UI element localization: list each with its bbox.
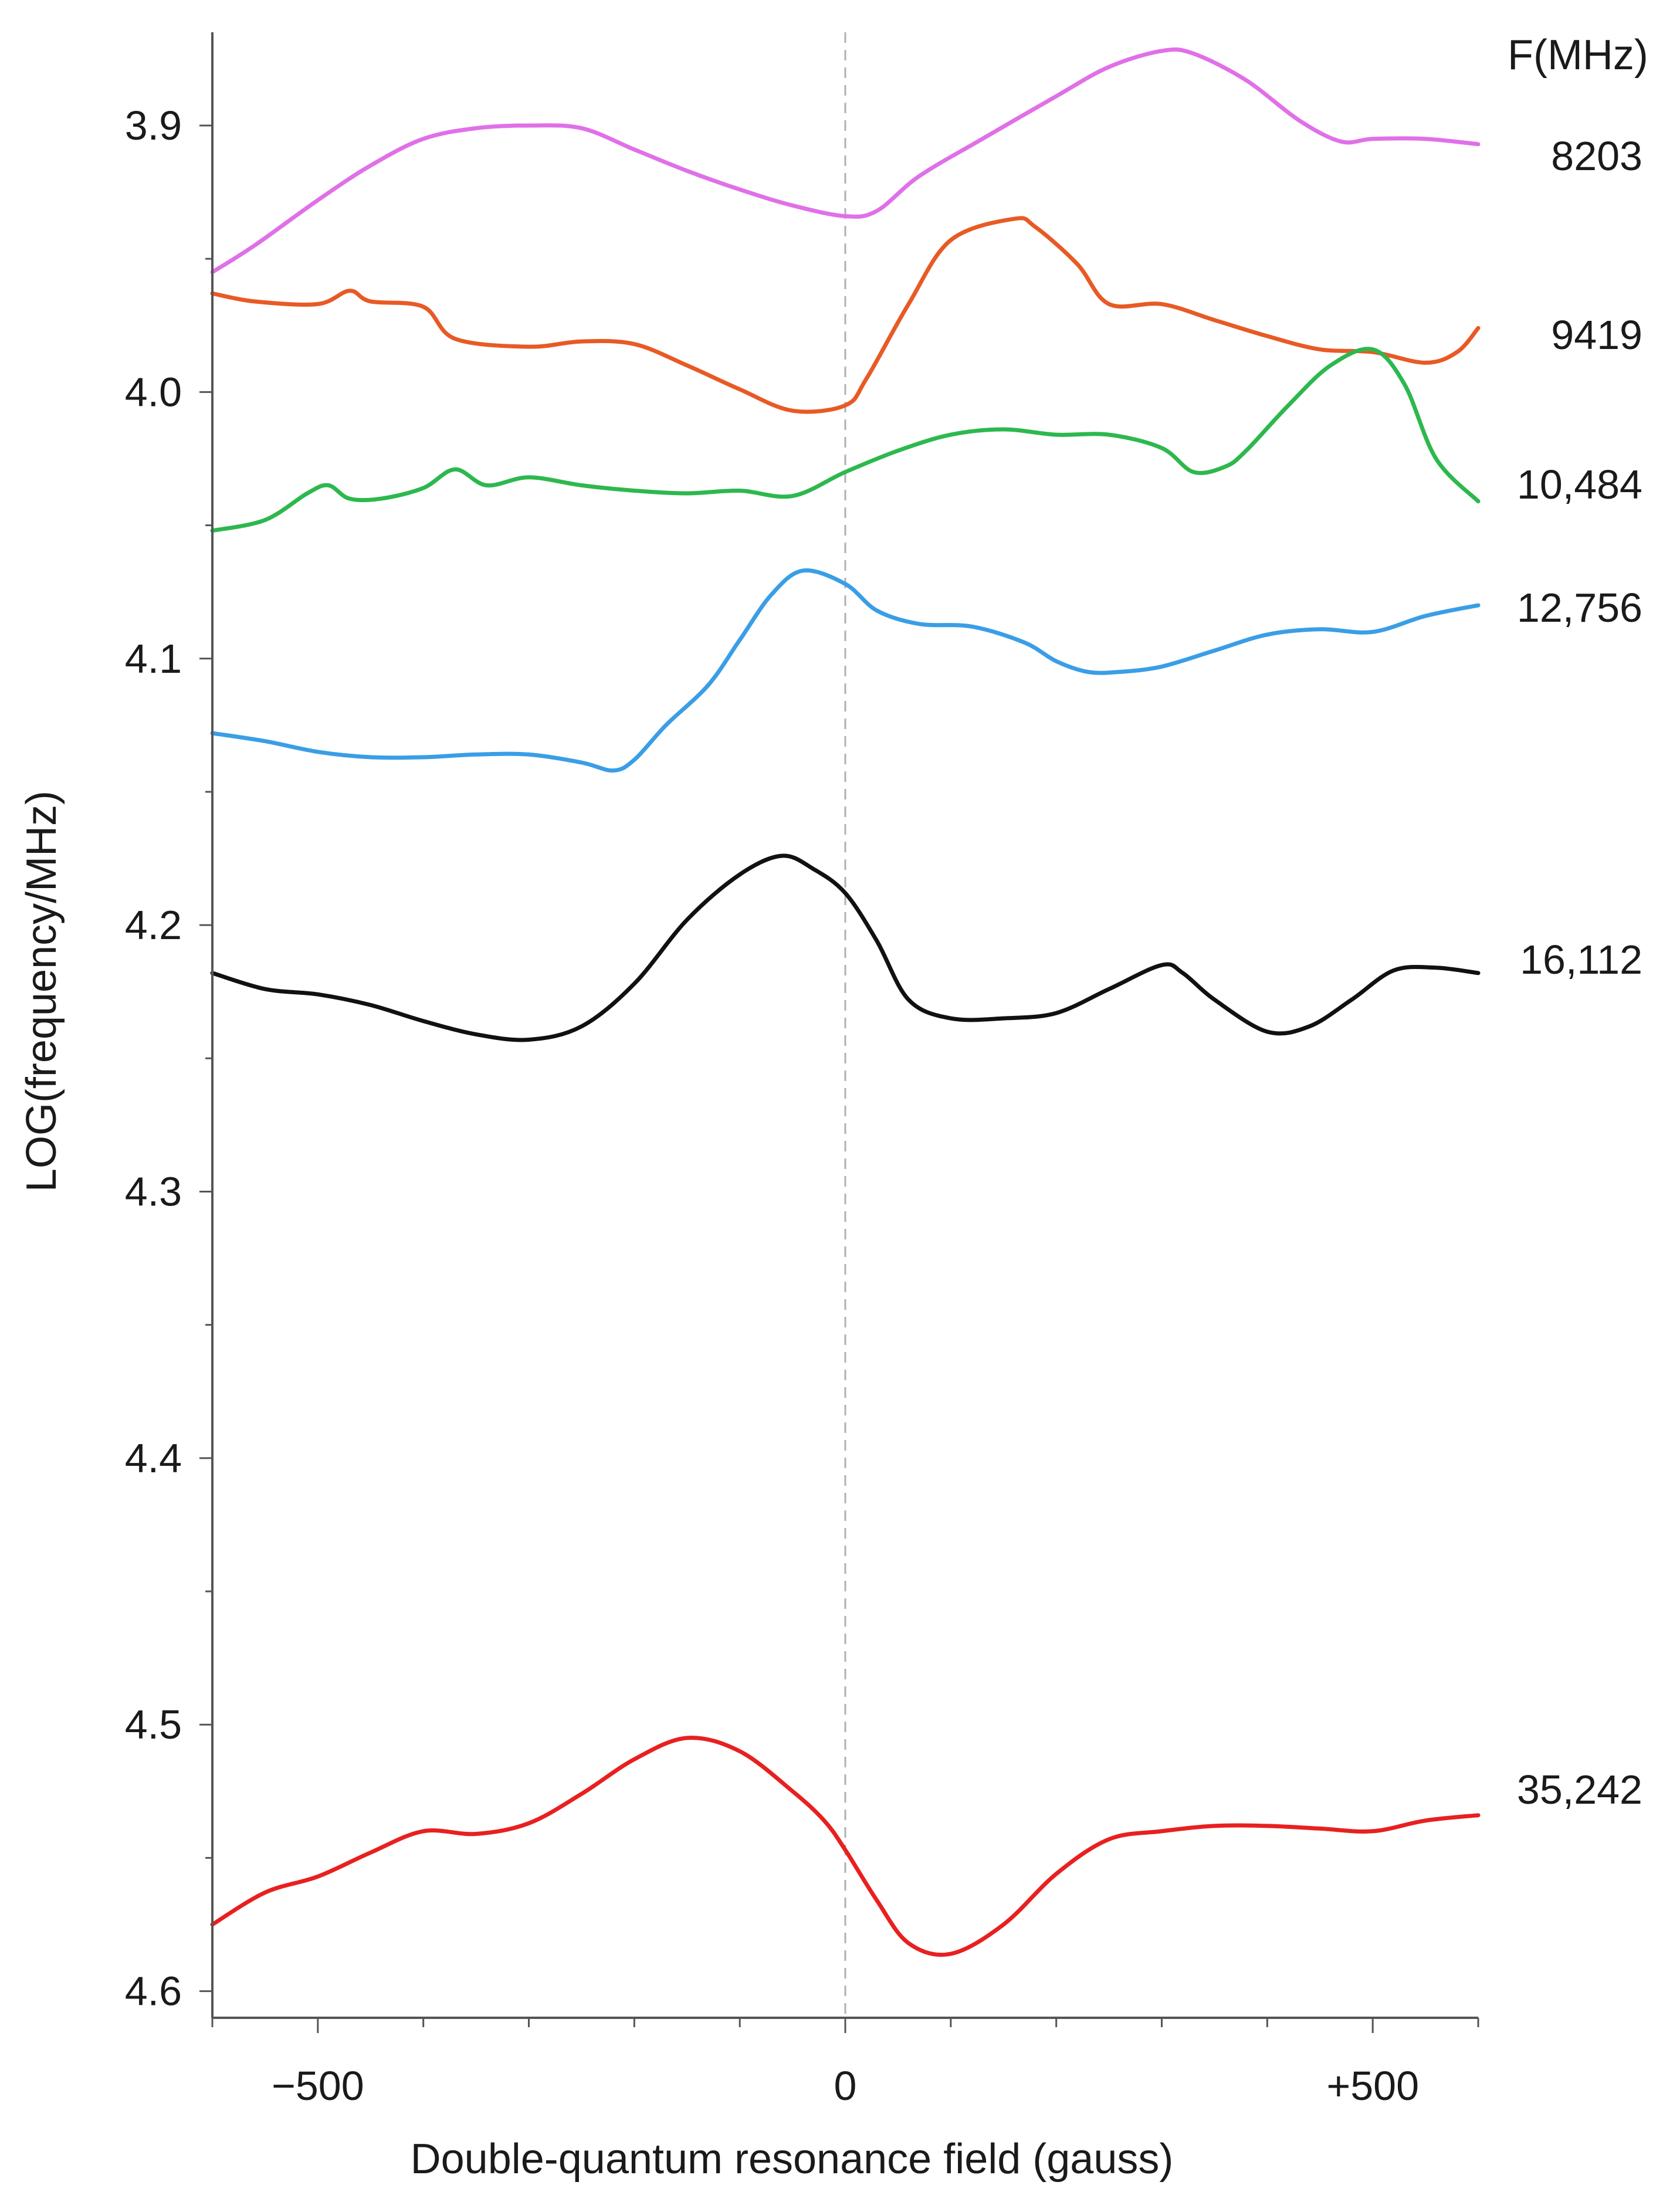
axes — [199, 32, 1479, 2033]
y-tick-label: 4.2 — [125, 902, 182, 948]
series-lines — [210, 47, 1481, 1957]
y-tick-label: 3.9 — [125, 103, 182, 148]
y-tick-label: 4.4 — [125, 1435, 182, 1481]
y-axis-label: LOG(frequency/MHz) — [18, 791, 65, 1192]
series-frequency-label: 9419 — [1551, 312, 1642, 358]
series-frequency-label: 10,484 — [1517, 462, 1642, 507]
labels: F(MHz) Double-quantum resonance field (g… — [18, 32, 1648, 2183]
x-tick-label: +500 — [1326, 2063, 1419, 2109]
series-line-16112 — [210, 853, 1481, 1042]
y-tick-label: 4.5 — [125, 1702, 182, 1747]
legend-header: F(MHz) — [1508, 32, 1648, 79]
y-tick-label: 4.6 — [125, 1969, 182, 2014]
series-frequency-label: 12,756 — [1517, 585, 1642, 631]
series-line-9419 — [210, 216, 1481, 414]
series-frequency-label: 35,242 — [1517, 1767, 1642, 1812]
series-line-12756 — [210, 568, 1481, 773]
series-line-8203 — [210, 47, 1481, 275]
series-line-35242 — [210, 1736, 1481, 1957]
series-frequency-label: 16,112 — [1520, 937, 1642, 982]
x-tick-label: 0 — [834, 2063, 857, 2109]
series-frequency-label: 8203 — [1551, 133, 1642, 179]
y-tick-label: 4.3 — [125, 1168, 182, 1214]
y-tick-label: 4.1 — [125, 636, 182, 682]
series-line-10484 — [210, 347, 1481, 533]
x-tick-label: −500 — [272, 2063, 364, 2109]
x-axis-label: Double-quantum resonance field (gauss) — [411, 2136, 1174, 2183]
y-tick-label: 4.0 — [125, 369, 182, 415]
